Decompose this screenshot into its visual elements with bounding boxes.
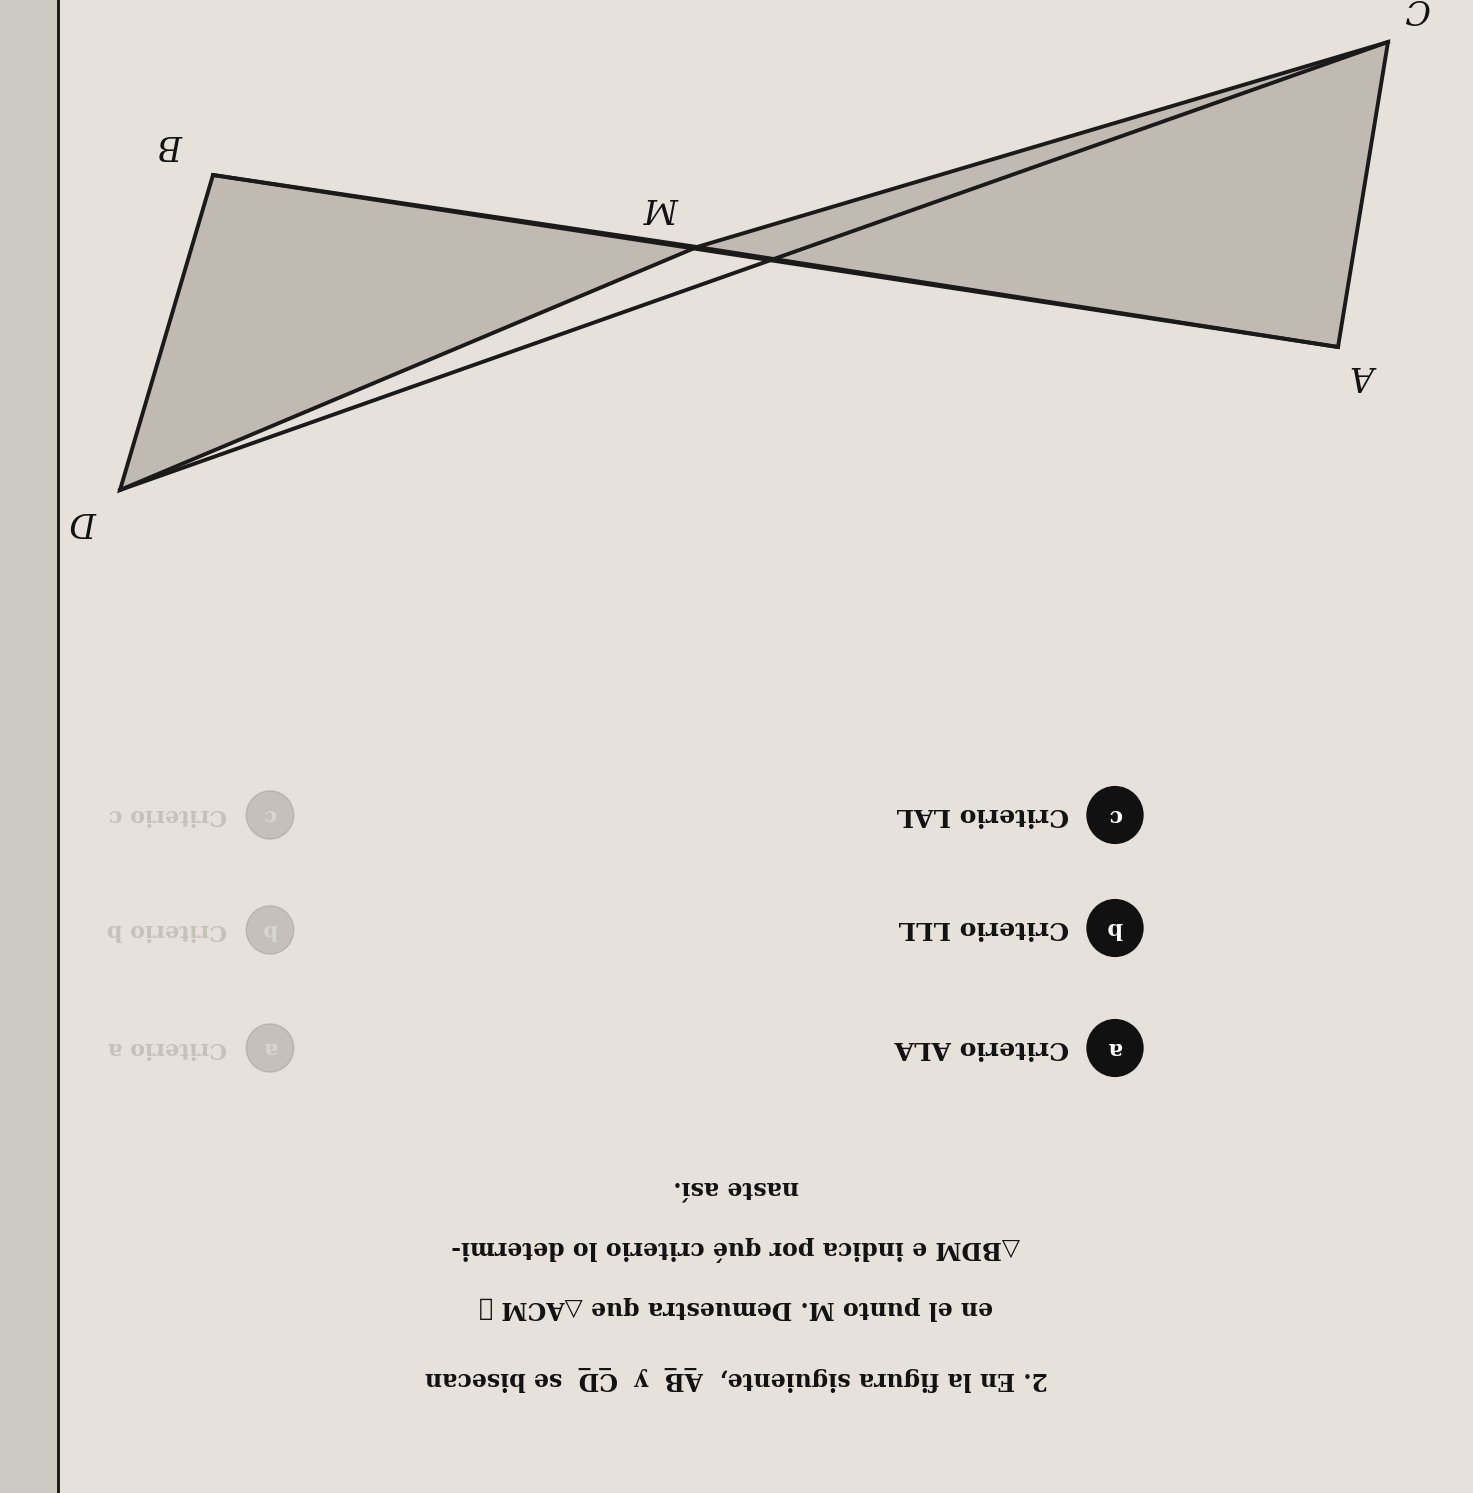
Text: M: M xyxy=(645,191,679,222)
Circle shape xyxy=(1087,900,1143,957)
Circle shape xyxy=(246,906,293,954)
Text: c: c xyxy=(1108,805,1122,826)
Circle shape xyxy=(1087,787,1143,844)
Text: 2. En la figura siguiente,  A̲B̲  y  C̲D̲  se bisecan: 2. En la figura siguiente, A̲B̲ y C̲D̲ s… xyxy=(424,1366,1047,1390)
Text: Criterio c: Criterio c xyxy=(109,805,227,826)
Text: Criterio b: Criterio b xyxy=(108,920,227,941)
Text: C: C xyxy=(1402,0,1429,24)
Text: b: b xyxy=(1108,917,1122,939)
Text: c: c xyxy=(264,805,277,826)
Text: a: a xyxy=(264,1038,277,1059)
Text: Criterio LLL: Criterio LLL xyxy=(899,917,1069,941)
Text: a: a xyxy=(1108,1038,1122,1059)
Circle shape xyxy=(246,791,293,839)
Text: Criterio a: Criterio a xyxy=(109,1038,227,1059)
Text: D: D xyxy=(71,505,97,537)
Text: en el punto M. Demuestra que △ACM ≅: en el punto M. Demuestra que △ACM ≅ xyxy=(479,1296,993,1320)
Text: Criterio LAL: Criterio LAL xyxy=(897,803,1069,827)
Circle shape xyxy=(1087,1020,1143,1076)
Text: naste así.: naste así. xyxy=(673,1176,798,1200)
Text: B: B xyxy=(159,128,184,160)
Text: Criterio ALA: Criterio ALA xyxy=(894,1036,1069,1060)
FancyBboxPatch shape xyxy=(57,0,1473,1493)
Polygon shape xyxy=(119,175,697,490)
Text: △BDM e indica por qué criterio lo determi-: △BDM e indica por qué criterio lo determ… xyxy=(452,1236,1021,1260)
Text: b: b xyxy=(262,920,277,941)
Polygon shape xyxy=(697,42,1388,346)
Circle shape xyxy=(246,1024,293,1072)
Text: A: A xyxy=(1355,358,1380,391)
